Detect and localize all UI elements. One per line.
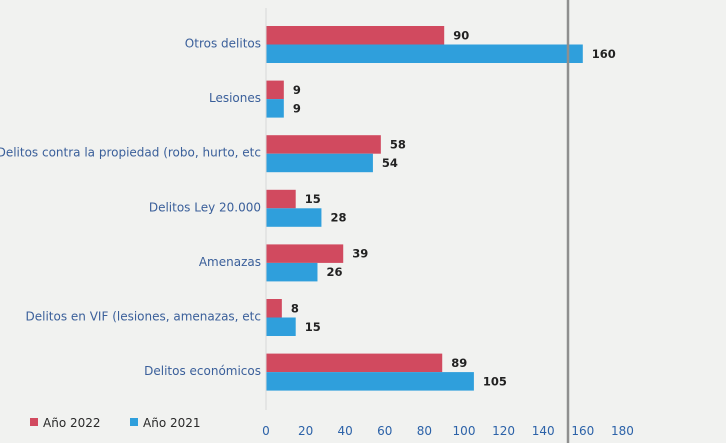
bar <box>266 262 318 282</box>
bar <box>266 208 322 227</box>
x-tick-label: 100 <box>453 424 476 438</box>
x-axis-ticks: 0 20 40 60 80 100 120 140 160 180 <box>262 424 634 438</box>
bar <box>266 44 583 63</box>
value-label: 54 <box>382 156 398 170</box>
bar <box>266 189 296 209</box>
x-tick-label: 160 <box>571 424 594 438</box>
bar <box>266 244 344 263</box>
category-label: Lesiones <box>209 91 261 105</box>
category-label: Delitos en VIF (lesiones, amenazas, etc <box>26 310 261 324</box>
value-label: 105 <box>483 374 507 388</box>
value-labels: 90 160 9 9 58 54 15 28 39 26 8 15 89 105 <box>291 28 616 388</box>
x-tick-label: 140 <box>532 424 555 438</box>
value-label: 58 <box>390 137 406 151</box>
category-label: Delitos económicos <box>144 364 261 378</box>
bar <box>266 80 284 100</box>
category-label: Delitos contra la propiedad (robo, hurto… <box>0 146 261 160</box>
x-tick-label: 20 <box>298 424 313 438</box>
x-tick-label: 80 <box>417 424 432 438</box>
bar <box>266 372 474 391</box>
value-label: 26 <box>326 265 342 279</box>
bar <box>266 26 445 45</box>
bar <box>266 153 373 173</box>
bar <box>266 299 282 318</box>
bar <box>266 353 443 373</box>
x-tick-label: 60 <box>377 424 392 438</box>
value-label: 15 <box>305 320 321 334</box>
bar <box>266 99 284 118</box>
value-label: 9 <box>293 83 301 97</box>
value-label: 90 <box>453 28 469 42</box>
value-label: 89 <box>451 356 467 370</box>
value-label: 160 <box>592 47 616 61</box>
x-tick-label: 0 <box>262 424 270 438</box>
legend-label: Año 2021 <box>143 416 201 430</box>
x-tick-label: 40 <box>338 424 353 438</box>
category-label: Delitos Ley 20.000 <box>149 200 261 214</box>
value-label: 9 <box>293 101 301 115</box>
legend-swatch <box>130 418 138 426</box>
legend-swatch <box>30 418 38 426</box>
category-label: Otros delitos <box>185 37 261 51</box>
value-label: 8 <box>291 301 299 315</box>
bar <box>266 135 381 154</box>
value-label: 39 <box>352 247 368 261</box>
legend: Año 2022 Año 2021 <box>30 416 201 430</box>
value-label: 15 <box>305 192 321 206</box>
category-label: Amenazas <box>199 255 261 269</box>
x-tick-label: 120 <box>492 424 515 438</box>
category-labels: Otros delitos Lesiones Delitos contra la p… <box>0 37 261 379</box>
bar <box>266 317 296 336</box>
x-tick-label: 180 <box>611 424 634 438</box>
value-label: 28 <box>330 211 346 225</box>
bars <box>266 26 583 391</box>
legend-label: Año 2022 <box>43 416 101 430</box>
